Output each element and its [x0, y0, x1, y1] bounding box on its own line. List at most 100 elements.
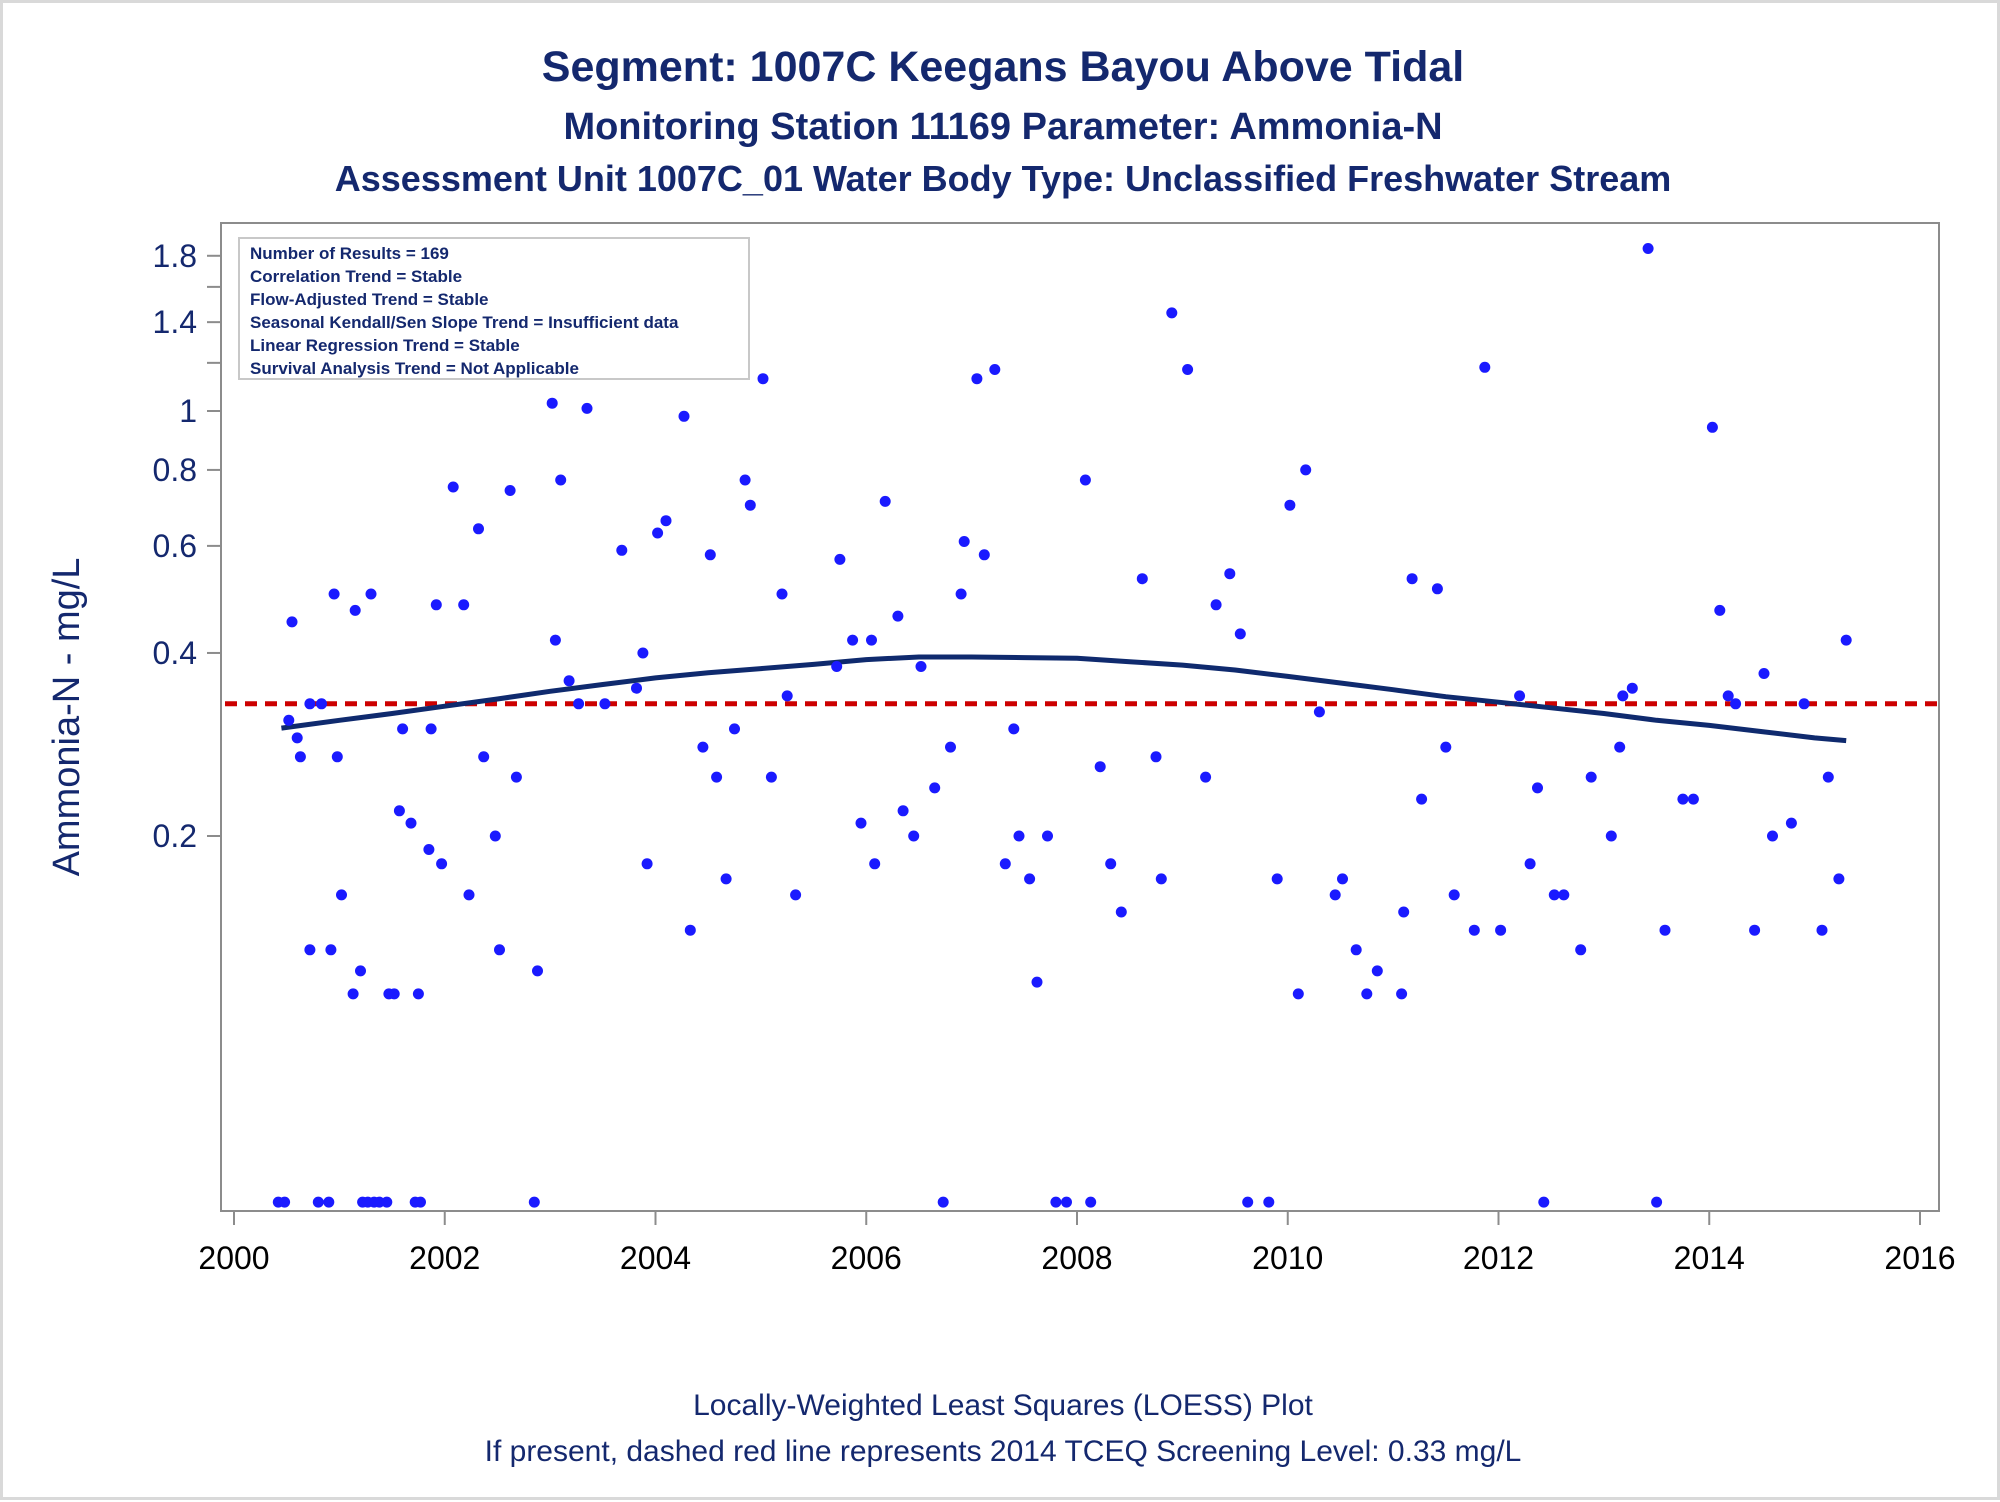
data-point [1479, 361, 1491, 373]
data-point [697, 741, 709, 753]
x-tick-label: 2008 [1041, 1240, 1112, 1276]
data-point [1200, 771, 1212, 783]
data-point [283, 714, 295, 726]
data-point [729, 723, 740, 735]
data-point [1785, 817, 1797, 829]
data-point [704, 549, 716, 561]
data-point [1242, 1196, 1254, 1208]
data-point [1468, 924, 1480, 936]
data-point [1263, 1196, 1275, 1208]
data-point [415, 1196, 426, 1208]
data-point [684, 924, 696, 936]
data-point [528, 1196, 540, 1208]
data-point [955, 588, 967, 600]
x-axis: 2000 2002 2004 2006 2008 2010 2012 2014 2016 [198, 1211, 1956, 1276]
data-point [494, 944, 505, 956]
data-point [1105, 858, 1117, 870]
data-point [652, 527, 664, 539]
data-point [1538, 1196, 1550, 1208]
data-point [1085, 1196, 1097, 1208]
data-point [1840, 634, 1852, 646]
data-point [1398, 906, 1410, 918]
data-point [1758, 668, 1770, 679]
data-point [892, 610, 904, 622]
stats-survival-analysis-trend: Survival Analysis Trend = Not Applicable [250, 359, 579, 378]
chart-title: Segment: 1007C Keegans Bayou Above Tidal [542, 43, 1464, 91]
data-point [1284, 499, 1296, 511]
data-point [1605, 830, 1617, 842]
data-point [425, 723, 437, 735]
data-point [958, 536, 970, 547]
data-point [1548, 889, 1560, 901]
stats-inset-box [238, 237, 750, 380]
x-tick-label: 2006 [831, 1240, 902, 1276]
data-point [549, 634, 561, 646]
data-point [331, 751, 343, 763]
y-tick-label: 0.4 [153, 635, 197, 671]
data-point [1013, 830, 1025, 842]
stats-number-of-results: Number of Results = 169 [250, 244, 449, 263]
data-point [831, 661, 843, 672]
data-point [563, 675, 575, 687]
data-point [1050, 1196, 1062, 1208]
loess-layer [281, 654, 1847, 744]
data-point [1155, 873, 1167, 885]
data-point [641, 858, 653, 870]
data-point [1524, 858, 1536, 870]
data-point [897, 805, 909, 817]
data-point [599, 698, 611, 710]
y-tick-label: 1.4 [153, 304, 197, 340]
data-point [325, 944, 337, 956]
data-point [1626, 682, 1638, 694]
data-point [1313, 706, 1325, 718]
data-point [1706, 421, 1718, 433]
data-point [1350, 944, 1362, 956]
data-point [678, 410, 690, 422]
data-point [660, 515, 672, 527]
x-tick-label: 2016 [1884, 1240, 1955, 1276]
data-point [869, 858, 881, 870]
data-point [1300, 464, 1312, 476]
data-point [1371, 965, 1383, 977]
data-point [1767, 830, 1778, 842]
data-point [323, 1196, 335, 1208]
y-axis: 0.2 0.4 0.6 0.8 1 1.4 1.8 [153, 238, 221, 854]
data-point [1210, 599, 1222, 611]
data-point [1659, 924, 1671, 936]
data-point [304, 698, 316, 710]
data-point [1575, 944, 1587, 956]
x-tick-label: 2000 [198, 1240, 269, 1276]
stats-linear-regression-trend: Linear Regression Trend = Stable [250, 336, 520, 355]
data-point [971, 373, 983, 385]
data-point [412, 988, 424, 1000]
data-point [312, 1196, 324, 1208]
data-point [855, 817, 867, 829]
data-point [581, 402, 593, 414]
data-point [1514, 690, 1526, 702]
y-tick-label: 1.8 [153, 238, 197, 274]
data-point [304, 944, 316, 956]
data-point [1182, 364, 1194, 375]
data-point [937, 1196, 949, 1208]
data-point [316, 698, 327, 710]
data-point [1150, 751, 1162, 763]
data-point [929, 782, 941, 794]
data-point [1337, 873, 1348, 885]
data-point [744, 499, 756, 511]
data-point [355, 965, 366, 977]
data-point [1558, 889, 1570, 901]
data-point [1024, 873, 1036, 885]
data-point [1730, 698, 1742, 710]
data-point [1532, 782, 1543, 794]
loess-curve [281, 654, 1847, 744]
data-point [365, 588, 377, 600]
data-point [1677, 793, 1689, 805]
data-point [347, 988, 359, 1000]
data-point [879, 495, 891, 507]
data-point [1271, 873, 1283, 885]
data-point [279, 1196, 291, 1208]
data-point [430, 599, 442, 611]
data-point [1798, 698, 1810, 710]
stats-inset: Number of Results = 169 Correlation Tren… [238, 237, 750, 380]
